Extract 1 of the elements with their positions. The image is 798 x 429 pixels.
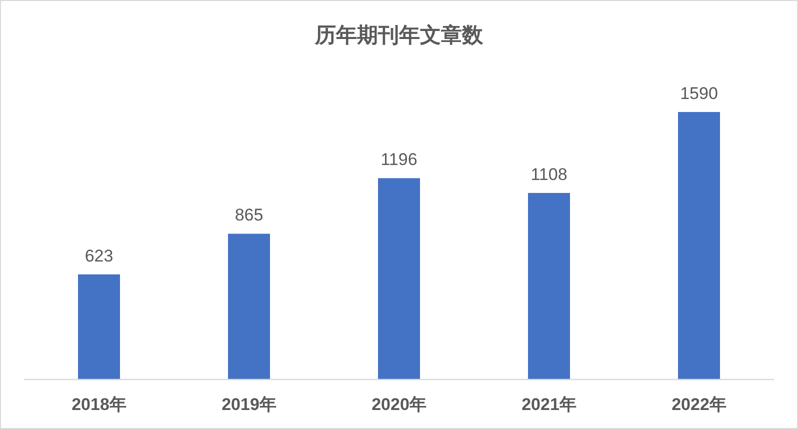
title: 历年期刊年文章数 <box>315 24 483 47</box>
